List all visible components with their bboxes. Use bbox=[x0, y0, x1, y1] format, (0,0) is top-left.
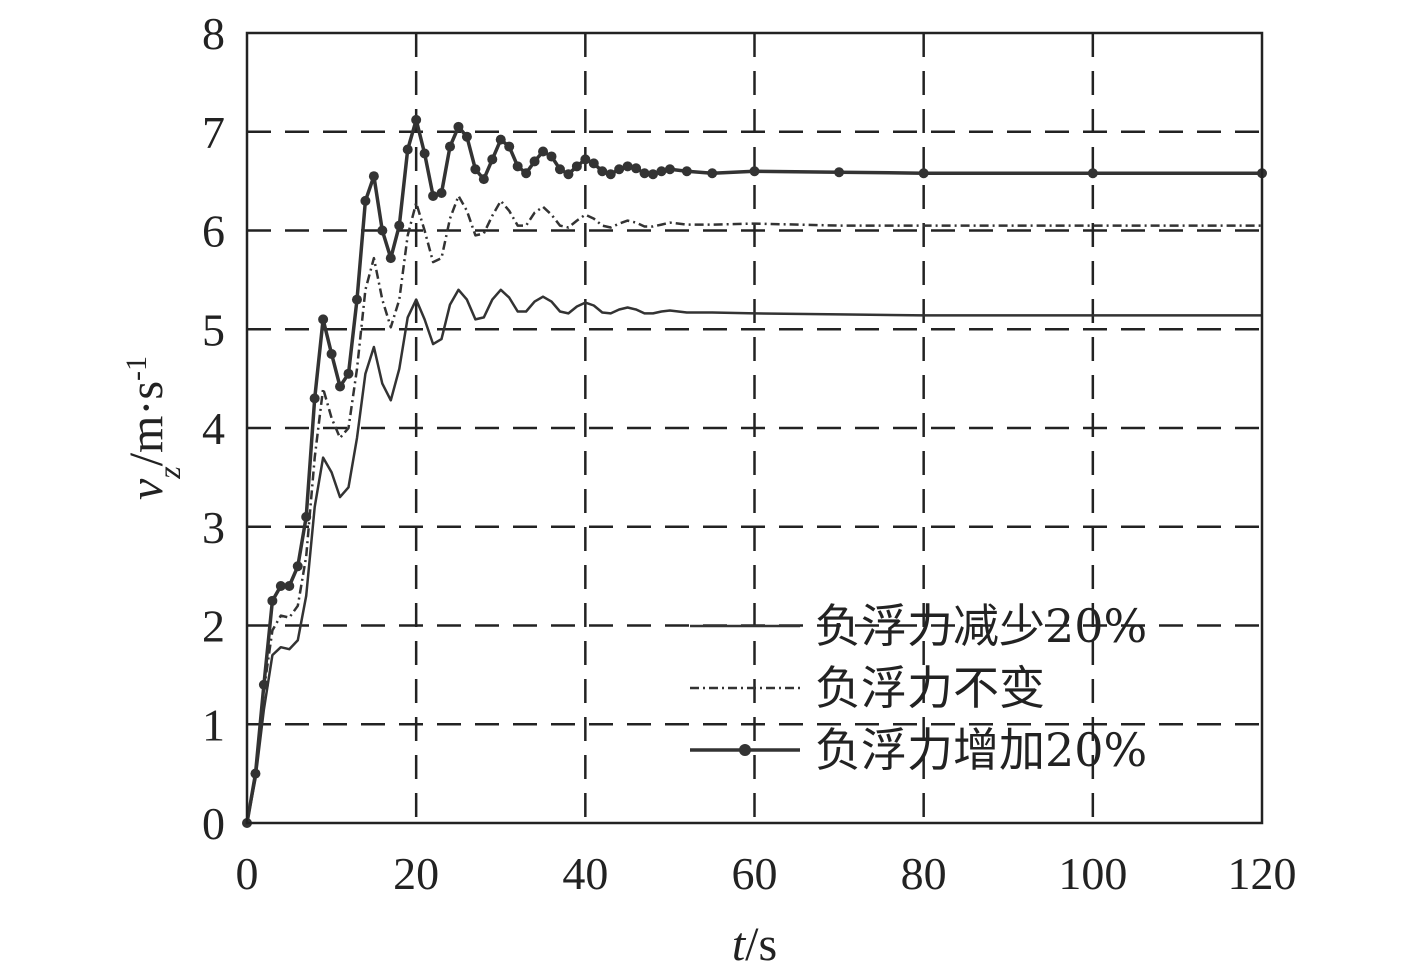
data-point bbox=[1087, 168, 1098, 179]
grid-lines bbox=[247, 33, 1262, 823]
data-point bbox=[309, 393, 320, 404]
y-axis-title: vz/m·s-1 bbox=[120, 356, 188, 500]
series-line-2 bbox=[245, 194, 1262, 824]
y-tick-label: 6 bbox=[202, 206, 225, 257]
series-line-1 bbox=[245, 288, 1262, 824]
data-point bbox=[656, 166, 667, 177]
data-point bbox=[385, 253, 396, 264]
x-tick-label: 60 bbox=[732, 848, 778, 899]
x-tick-label: 120 bbox=[1228, 848, 1297, 899]
data-point bbox=[546, 151, 557, 162]
data-point bbox=[284, 581, 295, 591]
y-tick-label: 4 bbox=[202, 403, 225, 454]
data-point bbox=[605, 169, 616, 180]
data-point bbox=[470, 164, 481, 175]
x-tick-label: 0 bbox=[236, 848, 259, 899]
data-point bbox=[622, 161, 633, 172]
y-tick-label: 0 bbox=[202, 798, 225, 849]
series-group bbox=[242, 114, 1267, 828]
data-point bbox=[749, 166, 760, 177]
y-tick-label: 3 bbox=[202, 502, 225, 553]
data-point bbox=[639, 168, 650, 179]
data-point bbox=[326, 348, 337, 359]
data-point bbox=[301, 511, 312, 522]
data-point bbox=[377, 225, 388, 236]
y-tick-label: 1 bbox=[202, 699, 225, 750]
data-point bbox=[335, 381, 346, 392]
data-point bbox=[554, 164, 565, 175]
data-point bbox=[445, 141, 455, 152]
data-point bbox=[512, 161, 523, 172]
data-point bbox=[588, 158, 599, 169]
data-point bbox=[614, 164, 625, 175]
data-point bbox=[343, 368, 354, 379]
data-point bbox=[529, 156, 540, 167]
data-point bbox=[292, 561, 303, 572]
y-tick-label: 8 bbox=[202, 8, 225, 59]
data-point bbox=[351, 294, 362, 305]
legend-label-2: 负浮力不变 bbox=[815, 661, 1045, 715]
data-point bbox=[453, 121, 464, 132]
legend-marker bbox=[739, 744, 751, 756]
legend-label-3: 负浮力增加20% bbox=[815, 723, 1147, 777]
data-point bbox=[648, 169, 658, 180]
data-point bbox=[394, 220, 405, 231]
x-axis-title: t/s bbox=[732, 918, 777, 966]
data-point bbox=[664, 164, 675, 175]
x-tick-label: 80 bbox=[901, 848, 947, 899]
data-point bbox=[918, 168, 929, 179]
data-point bbox=[267, 595, 278, 606]
data-point bbox=[707, 168, 718, 179]
data-point bbox=[571, 161, 582, 172]
data-point bbox=[563, 169, 574, 180]
data-point bbox=[504, 141, 515, 152]
data-point bbox=[521, 168, 532, 179]
y-tick-label: 2 bbox=[202, 601, 225, 652]
plot-border bbox=[245, 31, 1264, 825]
data-point bbox=[402, 144, 413, 155]
data-point bbox=[597, 166, 608, 177]
legend-label-1: 负浮力减少20% bbox=[815, 599, 1147, 653]
data-point bbox=[318, 314, 329, 325]
data-point bbox=[360, 195, 371, 206]
x-tick-label: 20 bbox=[393, 848, 439, 899]
data-point bbox=[834, 167, 845, 178]
data-point bbox=[436, 187, 447, 198]
data-point bbox=[368, 171, 379, 182]
x-tick-label: 100 bbox=[1058, 848, 1127, 899]
data-point bbox=[428, 190, 439, 201]
data-point bbox=[580, 154, 591, 165]
data-point bbox=[538, 146, 549, 157]
data-point bbox=[258, 679, 269, 690]
data-point bbox=[478, 174, 489, 185]
data-point bbox=[411, 114, 422, 125]
data-point bbox=[631, 163, 642, 174]
data-point bbox=[681, 166, 692, 177]
x-tick-label: 40 bbox=[562, 848, 608, 899]
data-point bbox=[250, 768, 261, 779]
data-point bbox=[275, 581, 286, 591]
y-tick-label: 7 bbox=[202, 107, 225, 158]
data-point bbox=[461, 131, 472, 142]
data-point bbox=[487, 154, 498, 165]
data-point bbox=[495, 134, 506, 145]
y-tick-label: 5 bbox=[202, 304, 225, 355]
data-point bbox=[419, 148, 430, 159]
